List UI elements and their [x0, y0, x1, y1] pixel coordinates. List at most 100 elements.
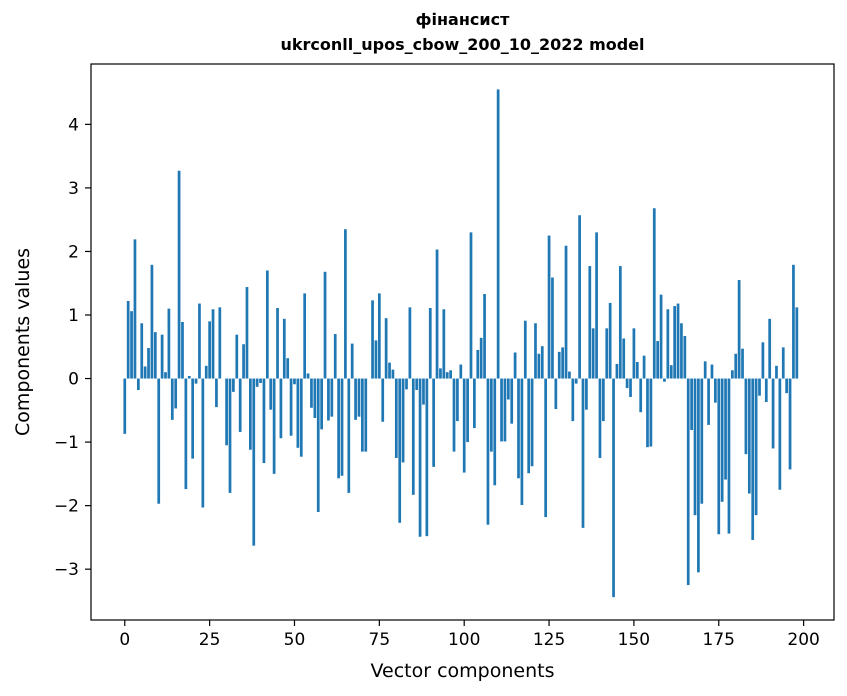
bar: [459, 364, 463, 379]
bar: [768, 318, 772, 379]
bar: [466, 378, 469, 443]
bar: [744, 378, 748, 455]
bar: [401, 378, 405, 463]
bar: [316, 378, 320, 512]
bar: [544, 378, 548, 518]
bar: [249, 378, 252, 450]
bar: [136, 378, 140, 390]
bar: [269, 378, 273, 410]
bar: [618, 266, 622, 379]
bar: [693, 378, 697, 516]
bars-group: [123, 89, 799, 598]
bar: [561, 347, 564, 379]
bar: [795, 307, 799, 379]
bar: [245, 287, 249, 379]
bar: [483, 294, 486, 379]
y-tick-label: 2: [68, 242, 79, 262]
bar: [310, 378, 313, 408]
bar: [184, 378, 188, 490]
bar: [602, 378, 605, 422]
bar: [361, 378, 364, 452]
bar: [629, 378, 632, 397]
bar: [204, 365, 208, 379]
bar: [792, 264, 795, 379]
bar: [377, 293, 381, 379]
bar: [238, 378, 242, 432]
bar: [255, 378, 259, 387]
bar: [170, 378, 174, 420]
bar: [350, 343, 354, 379]
bar: [646, 378, 649, 448]
bar: [652, 208, 656, 379]
bar: [700, 378, 704, 504]
bar: [775, 365, 778, 379]
bar: [598, 378, 602, 458]
bar: [673, 306, 676, 379]
bar: [571, 378, 575, 422]
bar: [398, 378, 402, 523]
bar: [690, 378, 693, 431]
bar: [303, 293, 307, 379]
bar: [211, 309, 215, 379]
bar: [564, 245, 568, 379]
bar: [262, 378, 266, 464]
bar: [737, 280, 741, 379]
bar: [656, 341, 660, 379]
bar: [293, 378, 296, 385]
bar: [595, 232, 598, 379]
bar: [232, 378, 235, 392]
x-axis-label: Vector components: [371, 660, 555, 682]
chart-title-model: ukrconll_upos_cbow_200_10_2022 model: [280, 35, 645, 54]
bar: [503, 378, 507, 442]
chart-title-word: фінансист: [415, 10, 510, 29]
bar: [452, 378, 456, 452]
bar: [683, 335, 687, 379]
bar: [771, 378, 775, 449]
bar: [347, 378, 351, 493]
bar: [327, 378, 330, 421]
bar: [676, 303, 680, 379]
bar: [714, 378, 717, 403]
bar: [130, 311, 133, 379]
bar: [751, 378, 755, 540]
bar: [697, 378, 700, 573]
bar: [371, 300, 374, 379]
bar: [428, 308, 432, 379]
bar: [198, 303, 201, 379]
bar: [330, 378, 334, 417]
bar: [357, 378, 361, 417]
x-tick-label: 25: [199, 630, 221, 650]
bar: [707, 378, 710, 425]
bar: [388, 362, 391, 379]
bar: [608, 302, 612, 379]
y-tick-label: 3: [68, 179, 79, 199]
bar: [449, 370, 452, 379]
bar: [517, 378, 520, 479]
bar: [557, 351, 561, 379]
bar: [496, 89, 500, 379]
bar: [734, 353, 738, 379]
bar: [486, 378, 490, 525]
bar: [323, 271, 327, 379]
bar: [591, 328, 595, 379]
y-tick-label: −1: [54, 433, 79, 453]
bar: [724, 378, 727, 480]
bar: [218, 307, 222, 379]
bar: [523, 320, 527, 379]
bar: [384, 318, 388, 379]
bar: [764, 378, 768, 403]
bar: [442, 309, 446, 379]
bar: [785, 378, 789, 394]
bar: [126, 301, 130, 379]
bar: [554, 378, 558, 410]
bar: [201, 378, 205, 508]
x-tick-label: 150: [618, 630, 650, 650]
bar: [286, 358, 290, 379]
bar: [730, 370, 734, 379]
bar: [143, 366, 147, 379]
bar: [506, 378, 510, 400]
bar: [530, 378, 534, 467]
bar: [299, 378, 303, 457]
bar: [717, 378, 721, 535]
bar: [500, 378, 503, 442]
